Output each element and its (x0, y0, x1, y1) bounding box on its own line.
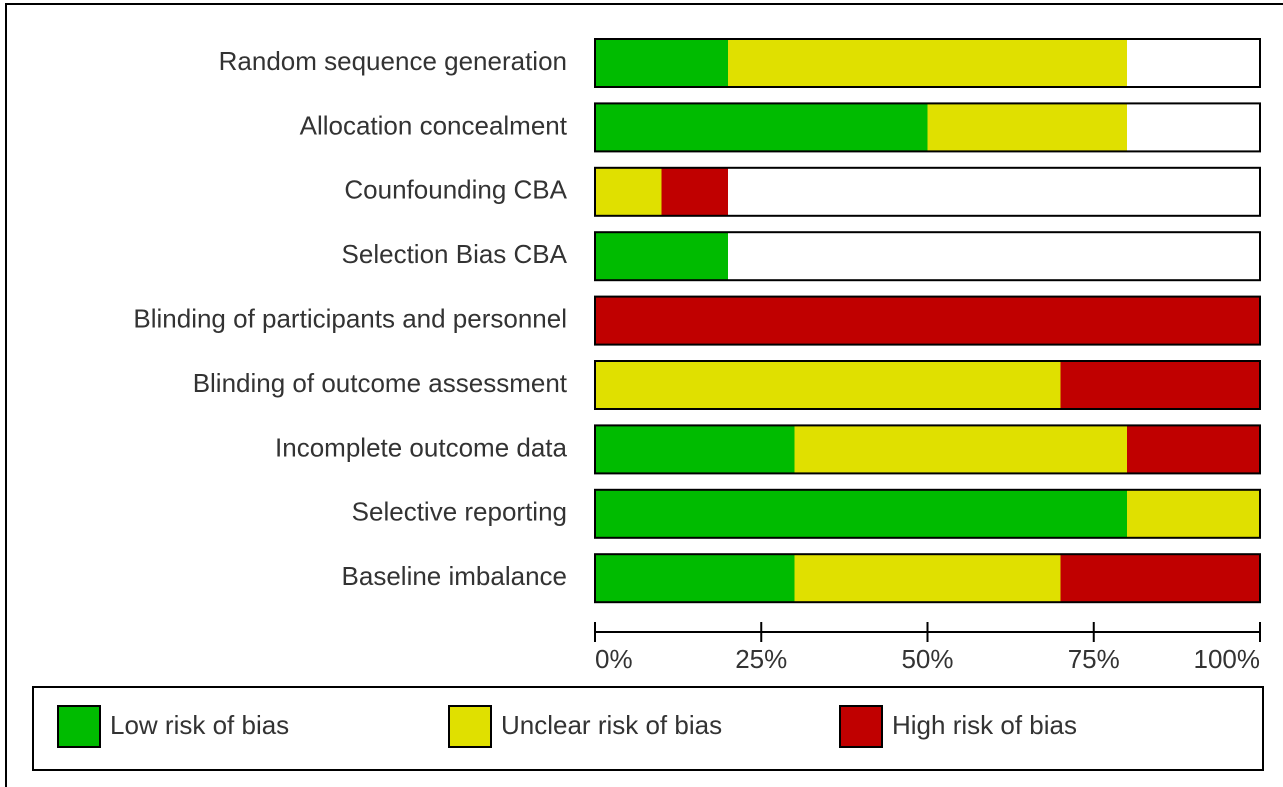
bar-segment (794, 425, 1127, 474)
legend-label: Low risk of bias (110, 710, 289, 740)
legend-label: High risk of bias (892, 710, 1077, 740)
category-label: Blinding of outcome assessment (193, 368, 568, 398)
frame (5, 3, 1283, 787)
category-label: Counfounding CBA (344, 175, 567, 205)
bar-segment (595, 554, 795, 603)
bar-segment (595, 232, 728, 281)
bar-segment (595, 361, 1061, 409)
bar-outline (594, 553, 1261, 604)
legend-box (32, 686, 1264, 771)
bar-segment (595, 425, 795, 474)
bar-segment (1127, 489, 1260, 538)
category-label: Baseline imbalance (342, 561, 567, 591)
x-tick-label: 50% (901, 644, 953, 674)
bar-outline (594, 424, 1261, 475)
x-tick-label: 75% (1068, 644, 1120, 674)
bar-segment (794, 554, 1061, 603)
bar-outline (594, 166, 1261, 217)
x-tick-label: 100% (1194, 644, 1261, 674)
category-label: Selective reporting (352, 497, 567, 527)
legend-swatch (839, 705, 883, 748)
bar-segment (595, 296, 1260, 345)
bar-outline (594, 360, 1261, 410)
bar-segment (927, 103, 1127, 152)
x-tick-label: 0% (595, 644, 633, 674)
bar-segment (661, 167, 728, 216)
x-tick-label: 25% (735, 644, 787, 674)
bar-segment (595, 39, 728, 87)
bar-outline (594, 38, 1261, 88)
bar-outline (594, 488, 1261, 539)
legend-swatch (448, 705, 492, 748)
bar-segment (595, 167, 662, 216)
category-label: Selection Bias CBA (342, 239, 568, 269)
bar-segment (595, 103, 928, 152)
bar-segment (595, 489, 1127, 538)
bar-segment (1127, 425, 1260, 474)
bar-segment (1060, 554, 1260, 603)
bar-outline (594, 231, 1261, 282)
bar-outline (594, 102, 1261, 153)
bar-outline (594, 295, 1261, 346)
category-label: Allocation concealment (300, 110, 568, 140)
bar-segment (728, 39, 1127, 87)
category-label: Blinding of participants and personnel (133, 303, 567, 333)
bar-segment (1060, 361, 1260, 409)
category-label: Random sequence generation (219, 46, 567, 76)
legend-label: Unclear risk of bias (501, 710, 722, 740)
legend-swatch (57, 705, 101, 748)
category-label: Incomplete outcome data (275, 432, 567, 462)
